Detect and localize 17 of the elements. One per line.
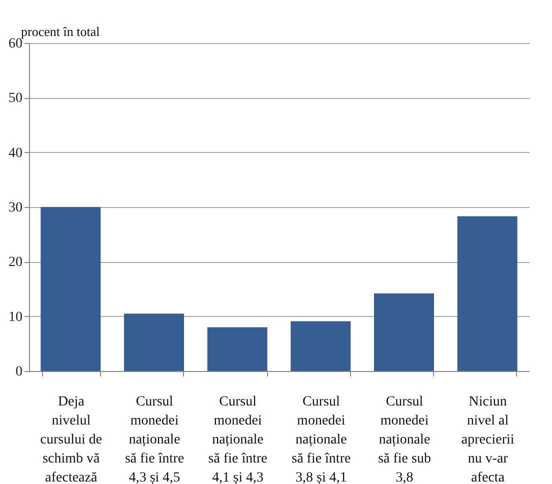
bar [374, 293, 434, 371]
y-tick-label: 50 [8, 91, 22, 106]
x-tick-label: Niciun nivel al aprecierii nu v-ar afecta [461, 394, 514, 484]
y-tick-label: 60 [8, 36, 22, 52]
x-tick-label: Cursul monedei naționale să fie sub 3,8 [378, 394, 431, 484]
bar [207, 327, 268, 371]
y-tick-label: 0 [16, 364, 22, 380]
y-tick-label: 30 [8, 200, 22, 216]
bar [457, 216, 518, 371]
bar [124, 314, 184, 371]
bar [290, 321, 351, 371]
y-tick-label: 20 [8, 255, 22, 270]
bar [40, 207, 101, 371]
y-tick-label: 40 [8, 146, 22, 161]
y-tick-label: 10 [8, 310, 22, 325]
y-axis-title: procent în total [21, 24, 100, 39]
x-tick-label: Deja nivelul cursului de schimb vă afectează [40, 394, 102, 484]
